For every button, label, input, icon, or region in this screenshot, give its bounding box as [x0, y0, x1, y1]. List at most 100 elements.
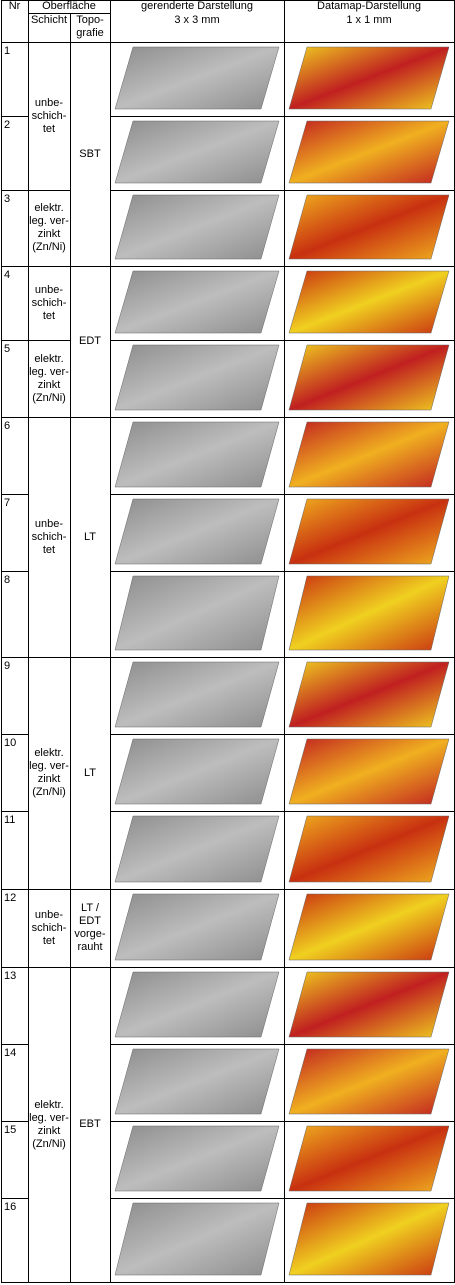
header-layer: Schicht — [30, 13, 68, 26]
header-nr: Nr — [8, 0, 21, 12]
table-rule — [284, 0, 285, 1283]
datamap-surface-image — [288, 421, 450, 488]
table-rule — [110, 494, 455, 495]
rendered-surface-image — [114, 971, 280, 1038]
row-number: 5 — [4, 343, 11, 355]
table-rule — [110, 657, 455, 658]
rendered-surface-image — [114, 498, 280, 565]
table-rule — [1, 116, 29, 117]
row-number: 10 — [4, 737, 17, 749]
table-rule — [110, 42, 455, 43]
header-datamap-sub: 1 x 1 mm — [346, 13, 392, 26]
table-rule — [110, 0, 111, 1283]
table-rule — [110, 417, 455, 418]
table-rule — [110, 734, 455, 735]
row-number: 8 — [4, 574, 11, 586]
datamap-surface-image — [288, 270, 450, 334]
table-rule — [70, 657, 111, 658]
row-number: 14 — [4, 1047, 17, 1059]
table-rule — [1, 734, 29, 735]
topography-cell: LT — [83, 766, 97, 779]
rendered-surface-image — [114, 661, 280, 728]
table-rule — [110, 340, 455, 341]
datamap-surface-image — [288, 661, 450, 728]
datamap-surface-image — [288, 120, 450, 184]
topography-cell: SBT — [79, 147, 101, 160]
table-rule — [110, 1282, 455, 1283]
table-rule — [1, 889, 29, 890]
row-number: 1 — [4, 45, 11, 57]
table-rule — [70, 13, 71, 1283]
rendered-surface-image — [114, 120, 280, 184]
datamap-surface-image — [288, 498, 450, 565]
table-rule — [70, 967, 111, 968]
datamap-surface-image — [288, 1125, 450, 1192]
table-rule — [28, 657, 71, 658]
table-rule — [1, 340, 29, 341]
table-rule — [28, 13, 111, 14]
row-number: 2 — [4, 119, 11, 131]
datamap-surface-image — [288, 971, 450, 1038]
row-number: 4 — [4, 269, 11, 281]
table-rule — [110, 889, 455, 890]
table-rule — [110, 1121, 455, 1122]
row-number: 12 — [4, 892, 17, 904]
rendered-surface-image — [114, 1202, 280, 1276]
table-rule — [1, 967, 29, 968]
table-rule — [1, 190, 29, 191]
datamap-surface-image — [288, 738, 450, 805]
table-rule — [110, 266, 455, 267]
rendered-surface-image — [114, 893, 280, 961]
table-rule — [70, 1282, 111, 1283]
layer-cell: unbe- schich- tet — [31, 283, 67, 322]
datamap-surface-image — [288, 575, 450, 651]
header-topography: Topo- grafie — [76, 14, 104, 39]
rendered-surface-image — [114, 575, 280, 651]
row-number: 11 — [4, 814, 16, 826]
topography-cell: LT / EDT vorge- rauht — [74, 902, 106, 953]
table-rule — [1, 417, 29, 418]
topography-cell: EDT — [79, 335, 101, 347]
rendered-surface-image — [114, 194, 280, 260]
table-rule — [110, 571, 455, 572]
layer-cell: elektr. leg. ver- zinkt (Zn/Ni) — [29, 202, 69, 253]
table-rule — [28, 0, 29, 1283]
row-number: 9 — [4, 660, 11, 672]
header-rendered-sub: 3 x 3 mm — [174, 13, 220, 26]
table-rule — [70, 42, 111, 43]
table-rule — [1, 266, 29, 267]
table-rule — [28, 417, 71, 418]
row-number: 6 — [4, 420, 11, 432]
table-rule — [28, 967, 71, 968]
rendered-surface-image — [114, 344, 280, 411]
table-rule — [110, 967, 455, 968]
table-rule — [110, 1198, 455, 1199]
table-rule — [110, 1044, 455, 1045]
table-rule — [110, 811, 455, 812]
table-rule — [1, 0, 455, 1]
table-rule — [28, 889, 71, 890]
header-surface: Oberfläche — [42, 0, 96, 12]
rendered-surface-image — [114, 421, 280, 488]
datamap-surface-image — [288, 194, 450, 260]
topography-cell: LT — [83, 530, 97, 543]
rendered-surface-image — [114, 738, 280, 805]
row-number: 16 — [4, 1201, 17, 1213]
table-rule — [28, 190, 71, 191]
table-rule — [110, 190, 455, 191]
rendered-surface-image — [114, 270, 280, 334]
table-rule — [110, 116, 455, 117]
table-rule — [28, 340, 71, 341]
datamap-surface-image — [288, 1202, 450, 1276]
layer-cell: unbe- schich- tet — [31, 96, 67, 135]
layer-cell: elektr. leg. ver- zinkt (Zn/Ni) — [29, 1098, 69, 1150]
row-number: 3 — [4, 193, 11, 205]
table-rule — [1, 811, 29, 812]
table-rule — [1, 494, 29, 495]
header-rendered: gerenderte Darstellung — [141, 0, 253, 12]
rendered-surface-image — [114, 1048, 280, 1115]
topography-cell: EBT — [79, 1118, 101, 1130]
table-rule — [28, 42, 71, 43]
datamap-surface-image — [288, 46, 450, 110]
